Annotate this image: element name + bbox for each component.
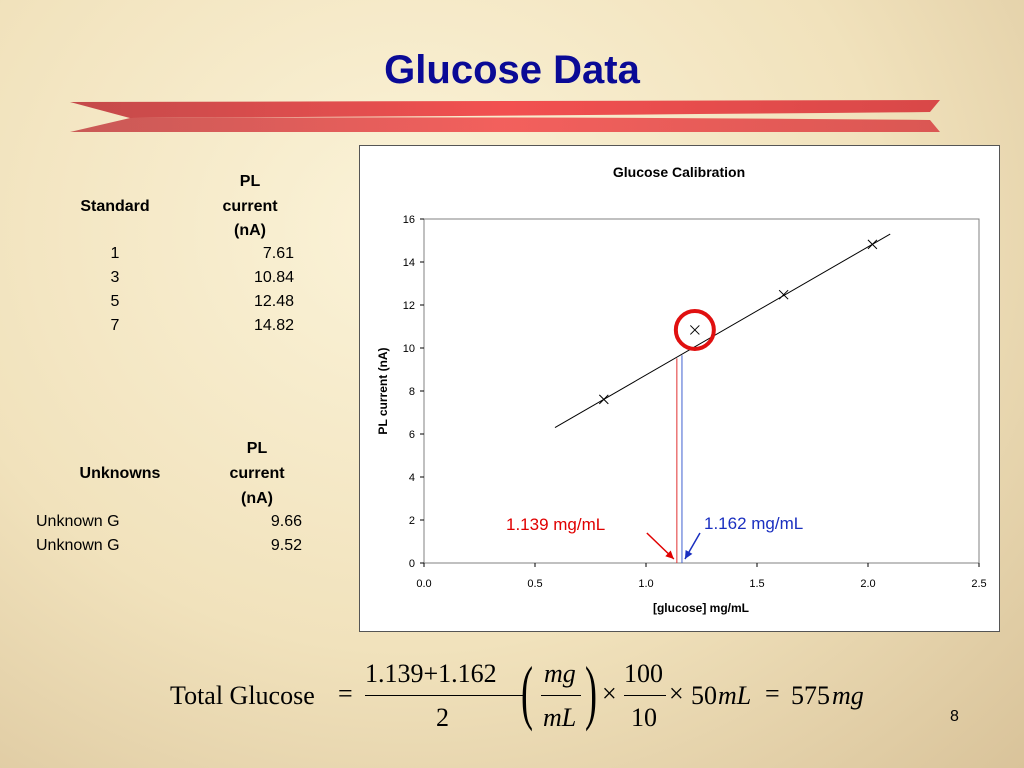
y-tick-label: 8 bbox=[409, 386, 415, 398]
page-number: 8 bbox=[950, 708, 959, 725]
y-tick-label: 4 bbox=[409, 472, 415, 484]
formula-equals-1: = bbox=[338, 679, 353, 708]
annotation-label-1139: 1.139 mg/mL bbox=[506, 515, 605, 534]
y-tick-label: 10 bbox=[403, 343, 415, 355]
data-point-stroke bbox=[778, 289, 789, 300]
unknowns-col1-header: Unknowns bbox=[79, 465, 161, 482]
arrow-blue bbox=[684, 532, 701, 560]
table-row-label: 7 bbox=[110, 317, 120, 334]
data-point bbox=[778, 289, 789, 300]
table-row-label: 3 bbox=[110, 269, 120, 286]
y-tick-label: 12 bbox=[403, 300, 415, 312]
data-point bbox=[867, 239, 878, 250]
formula-result-unit: mg bbox=[832, 681, 864, 710]
standards-col1-header: Standard bbox=[80, 198, 150, 215]
slide-title: Glucose Data bbox=[384, 48, 640, 92]
x-tick-label: 1.5 bbox=[749, 578, 764, 590]
table-row-label: Unknown G bbox=[36, 513, 120, 530]
x-tick-label: 2.5 bbox=[971, 578, 986, 590]
table-row-label: 1 bbox=[110, 245, 120, 262]
table-row-label: 5 bbox=[110, 293, 120, 310]
y-tick-label: 16 bbox=[403, 214, 415, 226]
glucose-calibration-chart: Glucose Calibration 0 2 4 6 8 10 12 14 16 0.0 0.5 1… bbox=[376, 164, 987, 615]
unknowns-col2-header-line2: current bbox=[229, 465, 285, 482]
title-underline-swoosh bbox=[70, 100, 940, 132]
formula-result-value: 575 bbox=[791, 681, 830, 710]
formula-tail-value: 50 bbox=[691, 681, 717, 710]
unknowns-col2-header-line1: PL bbox=[246, 440, 268, 457]
formula-lhs: Total Glucose bbox=[170, 681, 315, 710]
arrow-blue-head bbox=[684, 550, 693, 559]
table-row-value: 12.48 bbox=[253, 293, 294, 310]
data-point-stroke bbox=[598, 394, 609, 405]
table-row-value: 7.61 bbox=[262, 245, 294, 262]
standards-col2-header-line2: current bbox=[222, 198, 278, 215]
x-tick-label: 1.0 bbox=[638, 578, 653, 590]
y-axis-label: PL current (nA) bbox=[376, 347, 390, 434]
unknowns-col2-header-line3: (nA) bbox=[241, 490, 273, 507]
formula-unit-mg: mg bbox=[544, 659, 576, 688]
data-point-stroke bbox=[867, 239, 878, 250]
formula-fraction-bar-2 bbox=[541, 695, 581, 696]
arrow-red-head bbox=[665, 550, 674, 559]
table-row-label: Unknown G bbox=[36, 537, 120, 554]
formula-numerator-100: 100 bbox=[624, 659, 663, 688]
x-tick-label: 0.5 bbox=[527, 578, 542, 590]
formula-tail-unit: mL bbox=[718, 681, 752, 710]
formula-paren-left: ( bbox=[521, 652, 533, 732]
formula-paren-right: ) bbox=[585, 652, 597, 732]
formula-equals-2: = bbox=[765, 679, 780, 708]
arrow-red bbox=[646, 532, 675, 560]
table-row-value: 10.84 bbox=[253, 269, 294, 286]
calibration-trendline bbox=[554, 233, 891, 428]
formula-times-2: × bbox=[669, 679, 684, 708]
total-glucose-formula: Total Glucose = 1.139+1.162 2 ( mg mL ) … bbox=[165, 652, 885, 745]
formula-times-1: × bbox=[602, 679, 617, 708]
y-tick-label: 0 bbox=[409, 558, 415, 570]
y-tick-label: 2 bbox=[409, 515, 415, 527]
y-tick-label: 14 bbox=[403, 257, 415, 269]
chart-title: Glucose Calibration bbox=[613, 164, 745, 180]
plot-area bbox=[423, 218, 980, 564]
formula-fraction-bar-1 bbox=[365, 695, 523, 696]
data-point bbox=[598, 394, 609, 405]
y-tick-label: 6 bbox=[409, 429, 415, 441]
formula-denominator-10: 10 bbox=[631, 703, 657, 732]
table-row-value: 14.82 bbox=[253, 317, 294, 334]
formula-denominator-2: 2 bbox=[436, 703, 449, 732]
highlight-circle bbox=[673, 308, 716, 351]
formula-fraction-bar-3 bbox=[624, 695, 666, 696]
data-point-stroke bbox=[689, 325, 700, 335]
x-tick-label: 2.0 bbox=[860, 578, 875, 590]
formula-unit-ml: mL bbox=[543, 703, 577, 732]
table-row-value: 9.52 bbox=[270, 537, 302, 554]
chart-frame: Glucose Calibration 0 2 4 6 8 10 12 14 16 0.0 0.5 1… bbox=[359, 145, 1000, 632]
x-axis-label: [glucose] mg/mL bbox=[653, 601, 749, 615]
x-tick-label: 0.0 bbox=[416, 578, 431, 590]
data-point bbox=[689, 325, 700, 335]
standards-col2-header-line1: PL bbox=[239, 173, 261, 190]
standards-col2-header-line3: (nA) bbox=[234, 222, 266, 239]
table-row-value: 9.66 bbox=[270, 513, 302, 530]
formula-numerator-sum: 1.139+1.162 bbox=[365, 659, 497, 688]
annotation-label-1162: 1.162 mg/mL bbox=[704, 514, 803, 533]
